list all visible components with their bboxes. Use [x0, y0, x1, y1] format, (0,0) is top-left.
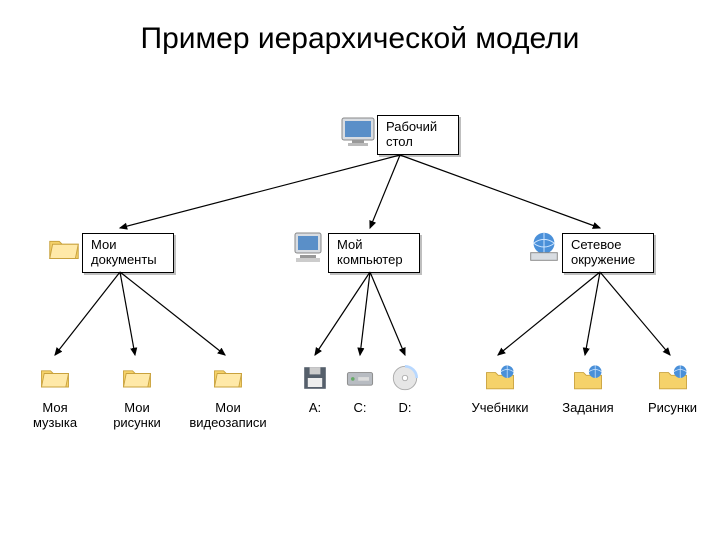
leaf-label: Моирисунки — [112, 400, 162, 430]
leaf-label: C: — [345, 400, 375, 415]
floppy-icon — [297, 360, 333, 401]
folder-icon — [119, 360, 155, 401]
root-label: Рабочийстол — [386, 119, 437, 149]
leaf-label: Учебники — [470, 400, 530, 415]
network-label: Сетевоеокружение — [571, 237, 635, 267]
leaf-label: Рисунки — [645, 400, 700, 415]
mycomp-label: Мойкомпьютер — [337, 237, 403, 267]
page-title: Пример иерархической модели — [0, 22, 720, 56]
leaf-label: A: — [300, 400, 330, 415]
mydocs-node: Моидокументы — [82, 233, 174, 273]
leaf-label: Моивидеозаписи — [188, 400, 268, 430]
folder-icon — [210, 360, 246, 401]
net-folder-icon — [655, 360, 691, 401]
folder-icon — [37, 360, 73, 401]
folder-open-icon — [45, 230, 83, 273]
cd-icon — [387, 360, 423, 401]
mycomp-node: Мойкомпьютер — [328, 233, 420, 273]
net-folder-icon — [570, 360, 606, 401]
leaf-label: Моямузыка — [30, 400, 80, 430]
leaf-label: Задания — [558, 400, 618, 415]
network-node: Сетевоеокружение — [562, 233, 654, 273]
hdd-icon — [342, 360, 378, 401]
computer-icon — [290, 228, 330, 273]
root-node: Рабочийстол — [377, 115, 459, 155]
leaf-label: D: — [390, 400, 420, 415]
desktop-icon — [338, 112, 378, 157]
network-icon — [525, 228, 563, 271]
mydocs-label: Моидокументы — [91, 237, 157, 267]
net-folder-icon — [482, 360, 518, 401]
